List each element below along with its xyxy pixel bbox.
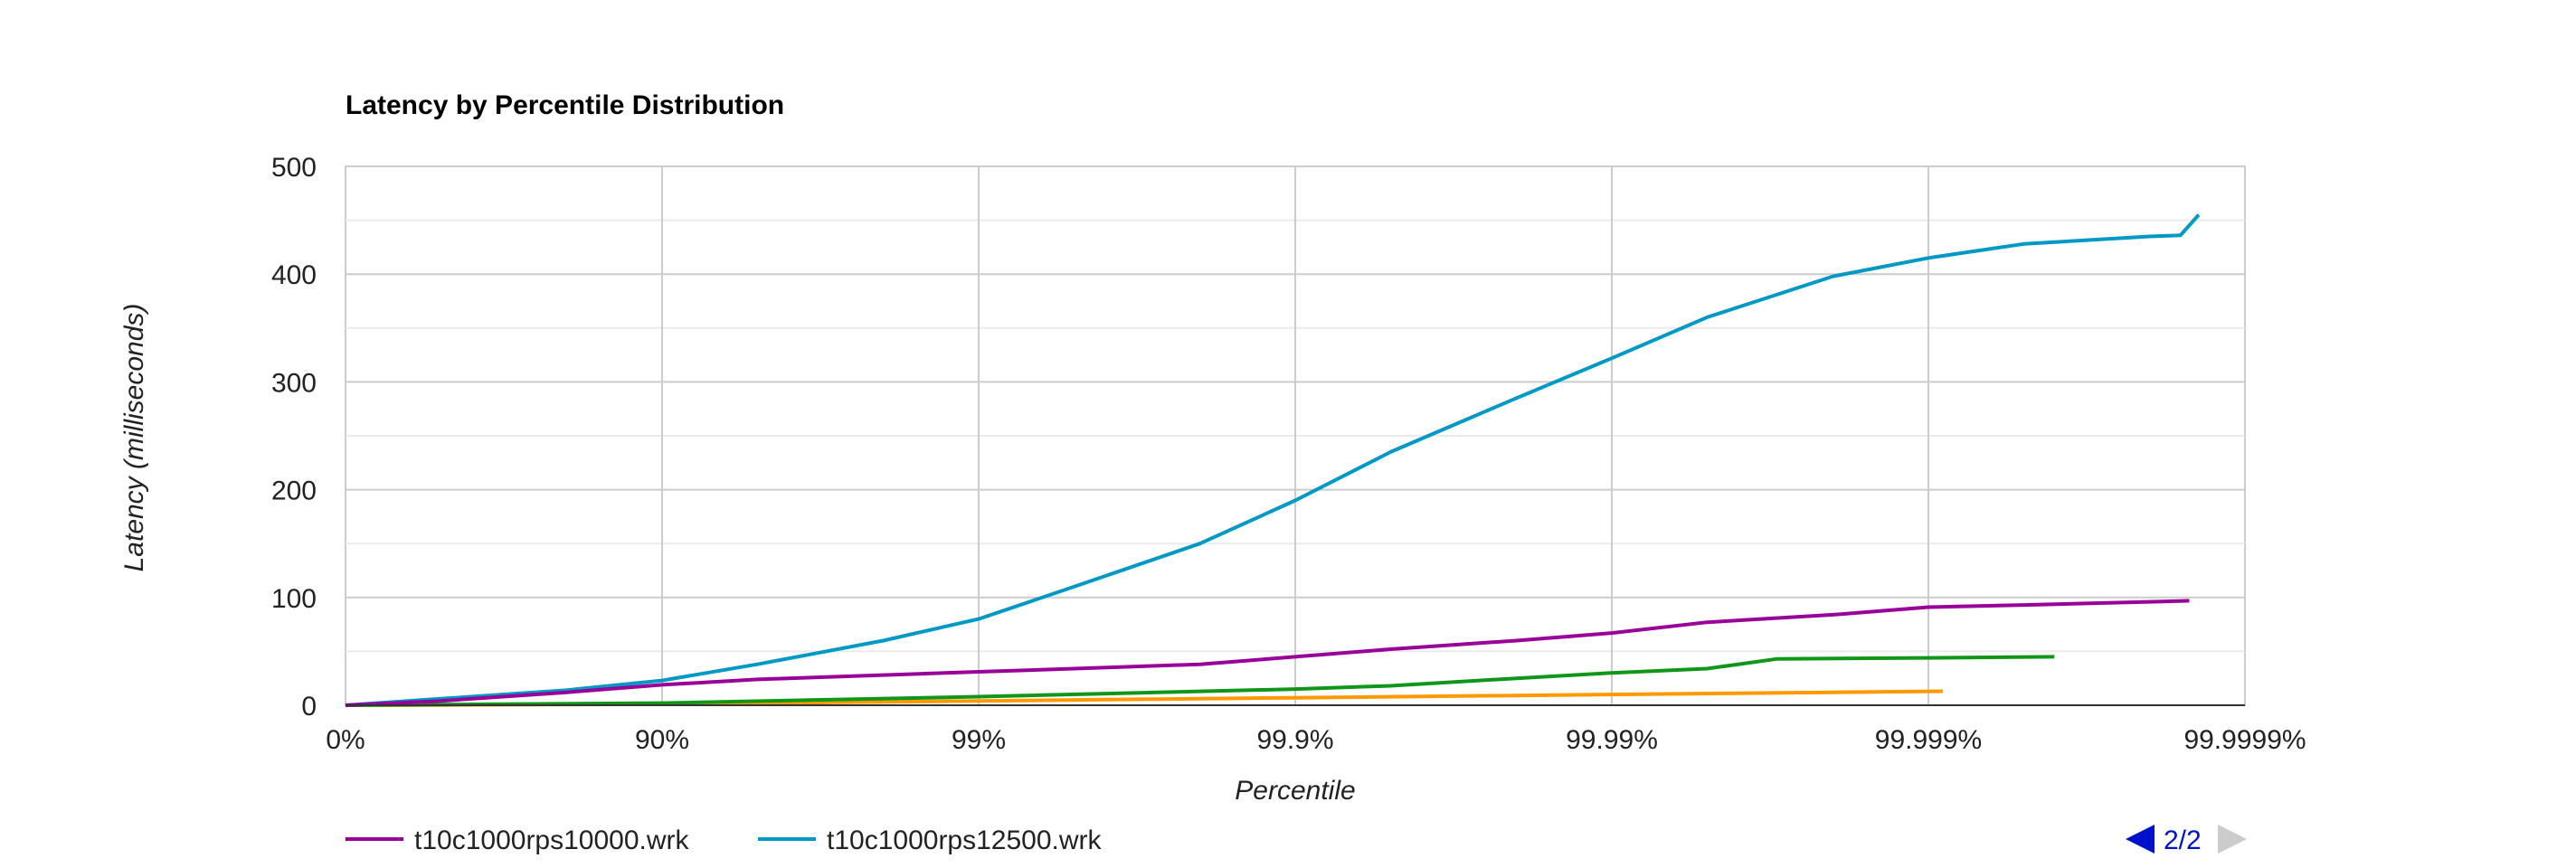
y-tick-label: 400	[271, 260, 317, 290]
pager-prev-icon[interactable]	[2126, 825, 2155, 854]
x-tick-label: 99.9999%	[2183, 725, 2306, 755]
series-line-2[interactable]	[345, 213, 2201, 707]
pager-label: 2/2	[2164, 826, 2202, 855]
y-tick-label: 100	[271, 584, 317, 614]
x-tick-label: 0%	[326, 725, 365, 755]
x-tick-label: 99.999%	[1875, 725, 1982, 755]
pager-next-icon	[2218, 825, 2247, 854]
y-tick-label: 300	[271, 368, 317, 398]
legend-label-series-2: t10c1000rps12500.wrk	[827, 826, 1103, 855]
legend-item-series-2[interactable]: t10c1000rps12500.wrk	[758, 826, 1103, 855]
legend-item-series-1[interactable]: t10c1000rps10000.wrk	[346, 826, 690, 855]
chart-title: Latency by Percentile Distribution	[346, 90, 784, 120]
y-tick-label: 0	[301, 692, 317, 722]
y-axis-title: Latency (milliseconds)	[119, 304, 149, 572]
y-tick-label: 500	[271, 153, 317, 183]
x-axis-title: Percentile	[1235, 776, 1355, 806]
x-tick-label: 99%	[952, 725, 1006, 755]
axis-layer: 0 100 200 300 400 500 0% 90% 99% 99.9% 99.99% 99.99…	[271, 153, 2306, 755]
legend-pager: 2/2	[2126, 825, 2247, 855]
legend-label-series-1: t10c1000rps10000.wrk	[414, 826, 690, 855]
y-tick-label: 200	[271, 476, 317, 506]
x-tick-label: 99.9%	[1256, 725, 1333, 755]
series-line-1[interactable]	[345, 599, 2190, 707]
x-tick-label: 99.99%	[1566, 725, 1658, 755]
grid	[345, 165, 2246, 706]
x-tick-label: 90%	[635, 725, 689, 755]
legend: t10c1000rps10000.wrk t10c1000rps12500.wr…	[346, 826, 1103, 855]
series-line-3[interactable]	[345, 655, 2055, 707]
series-layer	[345, 213, 2201, 707]
